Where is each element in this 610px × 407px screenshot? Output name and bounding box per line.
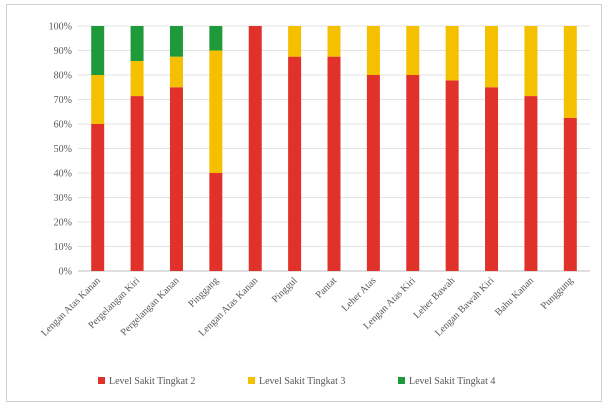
bar-segment xyxy=(563,117,577,271)
legend-label: Level Sakit Tingkat 4 xyxy=(409,376,495,387)
x-tick-label: Pantat xyxy=(314,275,340,301)
bar-segment xyxy=(485,87,499,271)
bar-segment xyxy=(406,26,420,75)
y-tick-label: 0% xyxy=(59,267,72,278)
bar-segment xyxy=(524,26,538,97)
legend-label: Level Sakit Tingkat 2 xyxy=(109,376,195,387)
legend-swatch xyxy=(98,377,105,384)
bar-segment xyxy=(445,80,459,271)
y-tick-label: 50% xyxy=(54,144,72,155)
x-tick-label: Bahu Kanan xyxy=(493,275,536,318)
legend-swatch xyxy=(248,377,255,384)
bar-segment xyxy=(524,96,538,271)
bar-segment xyxy=(445,26,459,81)
bar-segment xyxy=(91,26,105,75)
bar-segment xyxy=(406,75,420,271)
bar-segment xyxy=(288,26,302,57)
bar-segment xyxy=(485,26,499,88)
y-tick-label: 100% xyxy=(49,22,72,33)
bar-segment xyxy=(130,96,144,271)
bar-segment xyxy=(169,56,183,88)
bar-segment xyxy=(366,26,380,75)
y-tick-label: 20% xyxy=(54,218,72,229)
bar-segment xyxy=(563,26,577,118)
bar-segment xyxy=(91,75,105,124)
bar-segment xyxy=(91,124,105,271)
x-tick-label: Punggung xyxy=(539,275,575,311)
bar-segment xyxy=(209,173,223,271)
bar-segment xyxy=(248,26,262,271)
chart-frame xyxy=(6,4,602,402)
y-tick-label: 80% xyxy=(54,71,72,82)
x-tick-label: Pinggul xyxy=(270,275,300,305)
y-tick-label: 10% xyxy=(54,242,72,253)
y-tick-label: 30% xyxy=(54,193,72,204)
bar-segment xyxy=(209,50,223,173)
y-tick-label: 90% xyxy=(54,46,72,57)
bar-segment xyxy=(130,61,144,97)
bar-segment xyxy=(130,26,144,62)
bar-segment xyxy=(169,26,183,57)
bar-segment xyxy=(288,56,302,271)
y-tick-label: 40% xyxy=(54,169,72,180)
x-tick-label: Pinggang xyxy=(186,275,220,309)
y-tick-label: 60% xyxy=(54,120,72,131)
bar-segment xyxy=(327,56,341,271)
bar-segment xyxy=(209,26,223,51)
bar-segment xyxy=(169,87,183,271)
x-tick-label: Leher Atas xyxy=(340,275,379,314)
legend-label: Level Sakit Tingkat 3 xyxy=(259,376,345,387)
bar-segment xyxy=(327,26,341,57)
bar-segment xyxy=(366,75,380,271)
y-tick-label: 70% xyxy=(54,95,72,106)
legend-swatch xyxy=(398,377,405,384)
